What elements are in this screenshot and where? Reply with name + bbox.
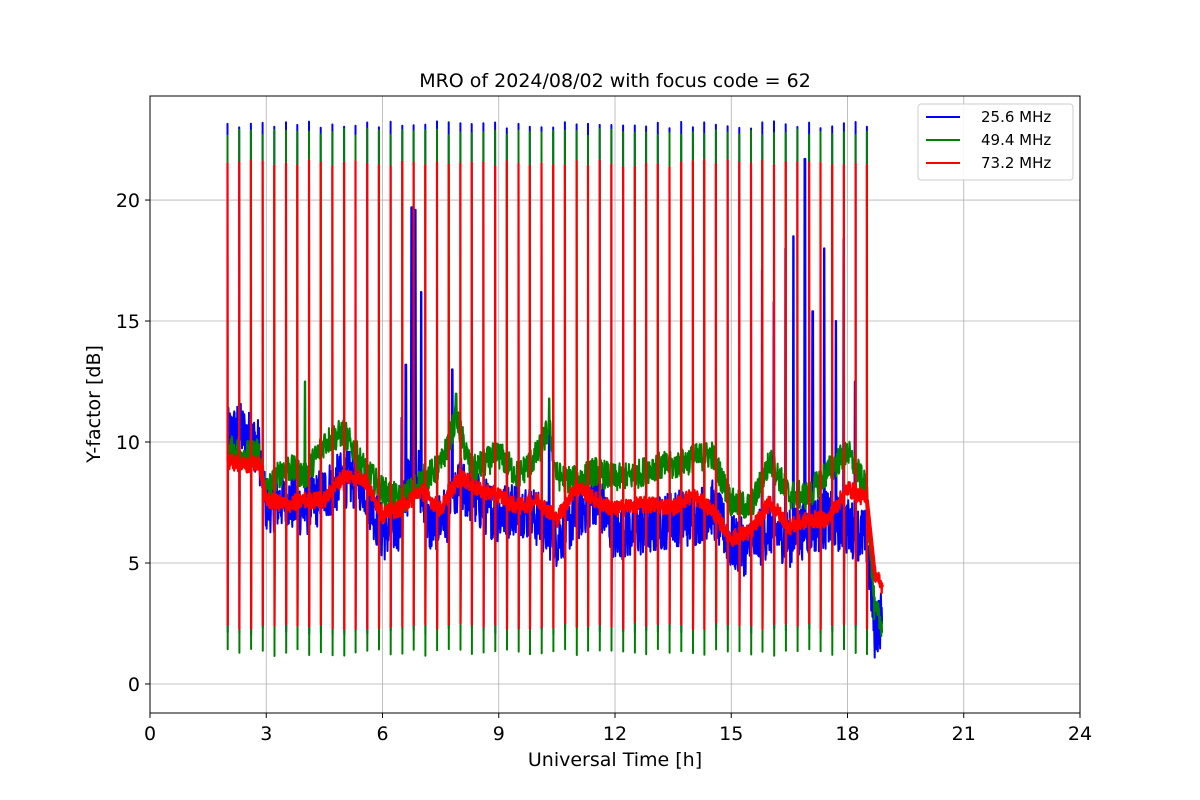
legend-box [917,103,1074,181]
y-tick-label: 5 [128,553,140,575]
series-line-1 [226,120,884,659]
legend: 25.6 MHz 49.4 MHz 73.2 MHz [917,103,1074,181]
grid [149,96,1081,713]
legend-label-series-1: 25.6 MHz [981,108,1051,126]
series-line-3 [226,159,884,631]
series-line-2 [226,127,884,657]
y-tick-label: 15 [116,311,140,333]
y-axis-label: Y-factor [dB] [83,345,105,464]
y-tick-label: 20 [116,190,140,212]
x-tick-label: 24 [1068,723,1092,745]
y-tick-label: 10 [116,432,140,454]
x-tick-label: 18 [835,723,859,745]
x-tick-label: 6 [376,723,388,745]
legend-label-series-3: 73.2 MHz [981,154,1051,172]
chart-title: MRO of 2024/08/02 with focus code = 62 [419,70,811,92]
x-tick-label: 9 [493,723,505,745]
x-tick-label: 3 [260,723,272,745]
series-layer [226,120,885,659]
x-axis-label: Universal Time [h] [528,749,702,771]
x-tick-label: 21 [952,723,976,745]
x-tick-label: 0 [144,723,156,745]
x-tick-label: 15 [719,723,743,745]
legend-label-series-2: 49.4 MHz [981,131,1051,149]
ticks: 0 3 6 9 12 15 18 21 24 0 5 10 15 20 [116,190,1092,745]
y-tick-label: 0 [128,674,140,696]
x-tick-label: 12 [603,723,627,745]
series-trend-line-3 [227,459,885,589]
